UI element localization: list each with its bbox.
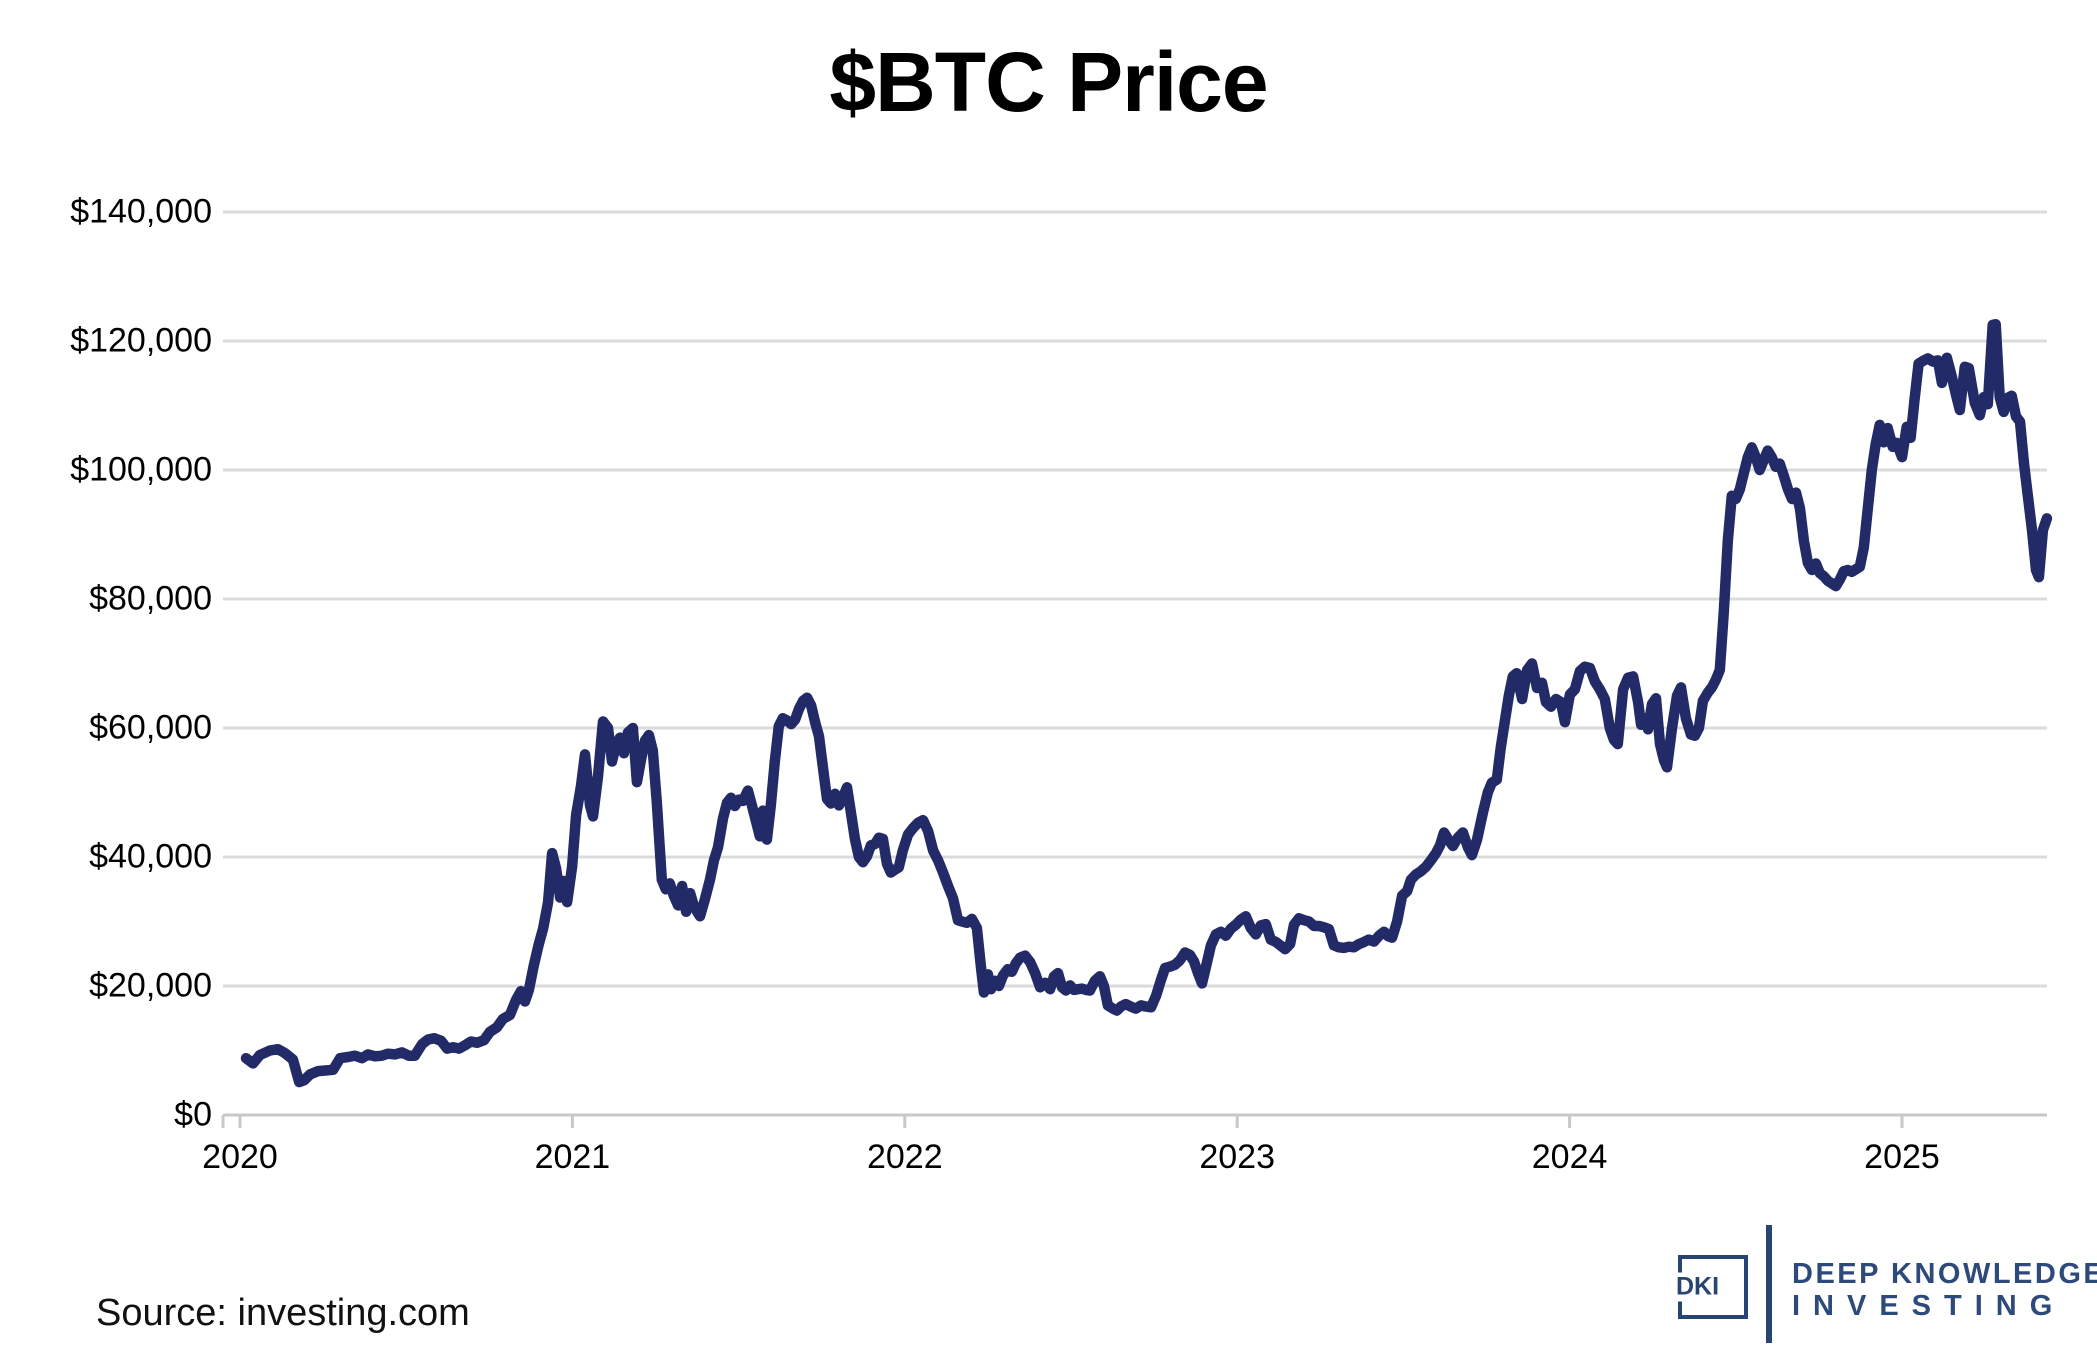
x-tick-label-2024: 2024 [1531, 1138, 1608, 1176]
x-tick-label-2021: 2021 [534, 1138, 611, 1176]
y-tick-label-60000: $60,000 [89, 708, 212, 747]
x-axis-line [221, 1115, 1904, 1128]
horizontal-gridlines [223, 210, 2047, 1117]
dki-logo-box: DKI [1674, 1255, 1748, 1319]
y-tick-label-120000: $120,000 [70, 321, 212, 360]
y-tick-label-80000: $80,000 [89, 579, 212, 618]
x-tick-label-2020: 2020 [202, 1138, 278, 1176]
x-tick-label-2023: 2023 [1199, 1138, 1275, 1176]
chart-title: $BTC Price [829, 35, 1268, 129]
dki-logo-name-line2: INVESTING [1792, 1290, 2066, 1322]
source-attribution: Source: investing.com [96, 1292, 470, 1334]
y-tick-label-20000: $20,000 [89, 966, 212, 1005]
y-tick-label-40000: $40,000 [89, 837, 212, 876]
btc-price-line [240, 318, 2053, 1088]
y-tick-label-0: $0 [174, 1095, 212, 1134]
dki-logo-divider [1766, 1225, 1772, 1343]
x-tick-label-2025: 2025 [1864, 1138, 1940, 1176]
dki-logo: DKI DEEP KNOWLEDGE INVESTING [1674, 1222, 2097, 1352]
dki-logo-abbr: DKI [1674, 1272, 1722, 1302]
y-tick-label-140000: $140,000 [70, 192, 212, 231]
y-tick-label-100000: $100,000 [70, 450, 212, 489]
x-tick-label-2022: 2022 [866, 1138, 943, 1176]
dki-logo-name-line1: DEEP KNOWLEDGE [1792, 1258, 2097, 1290]
